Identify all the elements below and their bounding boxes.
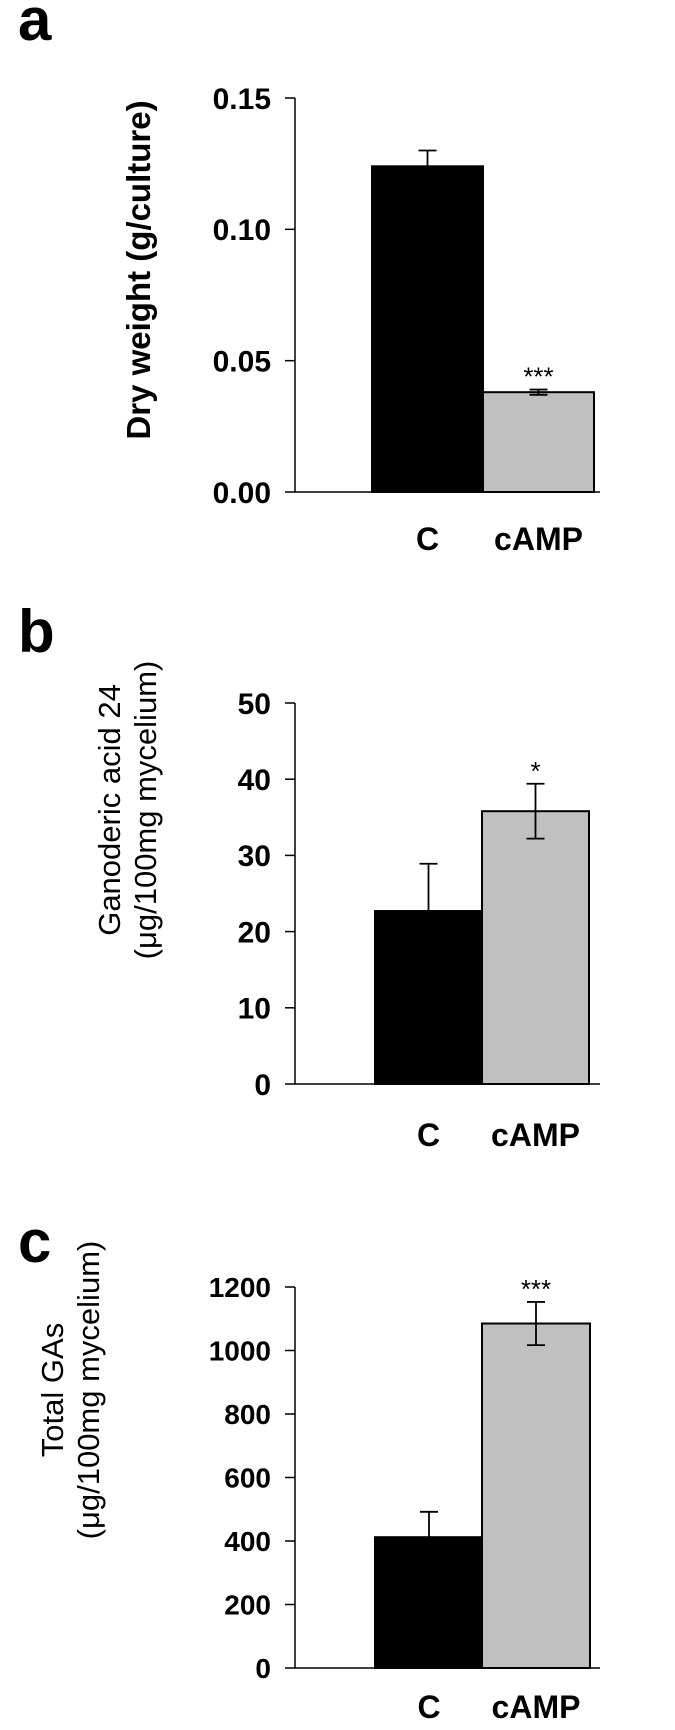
y-tick-label: 200	[224, 1590, 271, 1621]
y-axis-label-line-2: (μg/100mg mycelium)	[71, 1241, 106, 1540]
y-tick-label: 0.15	[213, 83, 271, 116]
y-tick-label: 30	[238, 840, 271, 873]
y-tick-label: 800	[224, 1399, 271, 1430]
panel-label-c: c	[18, 1208, 51, 1275]
y-tick-label: 0.10	[213, 214, 271, 247]
y-tick-label: 20	[238, 916, 271, 949]
panel-label-a: a	[18, 0, 52, 53]
x-category-label: C	[417, 1689, 440, 1725]
y-tick-label: 600	[224, 1463, 271, 1494]
bar-cAMP	[481, 810, 590, 1085]
panel-a: a Dry weight (g/culture) 0.00 0.05 0.10 0.1…	[18, 0, 600, 557]
y-axis-label-line-1: Ganoderic acid 24	[92, 684, 127, 936]
y-tick-label: 40	[238, 764, 271, 797]
significance-marker: *	[530, 756, 540, 786]
x-category-label: C	[416, 521, 439, 557]
y-tick-label: 400	[224, 1526, 271, 1557]
y-tick-label: 0	[254, 1069, 271, 1102]
y-axis-label: Dry weight (g/culture)	[120, 100, 157, 439]
y-tick-label: 50	[238, 688, 271, 721]
y-tick-label: 0.00	[213, 477, 271, 510]
panel-c: c Total GAs (μg/100mg mycelium) 0 200 400 6…	[18, 1208, 600, 1725]
x-category-label: cAMP	[494, 521, 583, 557]
x-category-label: cAMP	[491, 1117, 580, 1153]
x-category-label: cAMP	[492, 1689, 581, 1725]
y-tick-label: 10	[238, 993, 271, 1026]
y-tick-label: 0.05	[213, 345, 271, 378]
x-category-label: C	[417, 1117, 440, 1153]
y-axis-label-line-2: (μg/100mg mycelium)	[128, 661, 163, 960]
y-tick-label: 1000	[209, 1336, 271, 1367]
significance-marker: ***	[523, 362, 553, 392]
bar-C	[371, 165, 484, 493]
y-tick-label: 0	[255, 1653, 271, 1684]
bar-cAMP	[481, 1322, 591, 1669]
bar-cAMP	[482, 391, 595, 494]
y-axis-label-line-1: Total GAs	[35, 1323, 70, 1457]
panel-b: b Ganoderic acid 24 (μg/100mg mycelium) …	[18, 598, 600, 1153]
y-tick-label: 1200	[209, 1272, 271, 1303]
significance-marker: ***	[521, 1274, 551, 1304]
panel-label-b: b	[18, 598, 55, 665]
